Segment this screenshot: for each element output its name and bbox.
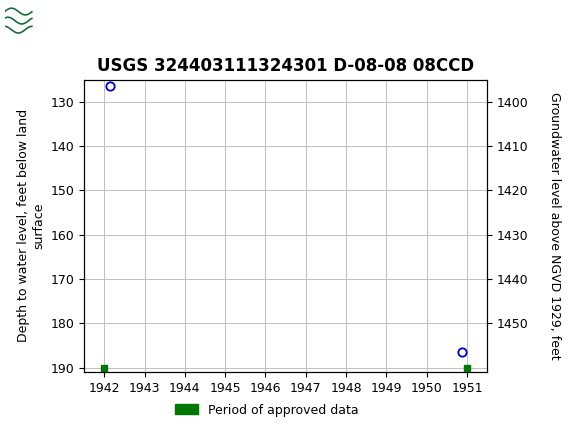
Title: USGS 324403111324301 D-08-08 08CCD: USGS 324403111324301 D-08-08 08CCD xyxy=(97,57,474,75)
Y-axis label: Depth to water level, feet below land
surface: Depth to water level, feet below land su… xyxy=(17,109,45,342)
Text: USGS: USGS xyxy=(67,9,126,28)
Legend: Period of approved data: Period of approved data xyxy=(171,399,363,421)
Y-axis label: Groundwater level above NGVD 1929, feet: Groundwater level above NGVD 1929, feet xyxy=(548,92,561,359)
